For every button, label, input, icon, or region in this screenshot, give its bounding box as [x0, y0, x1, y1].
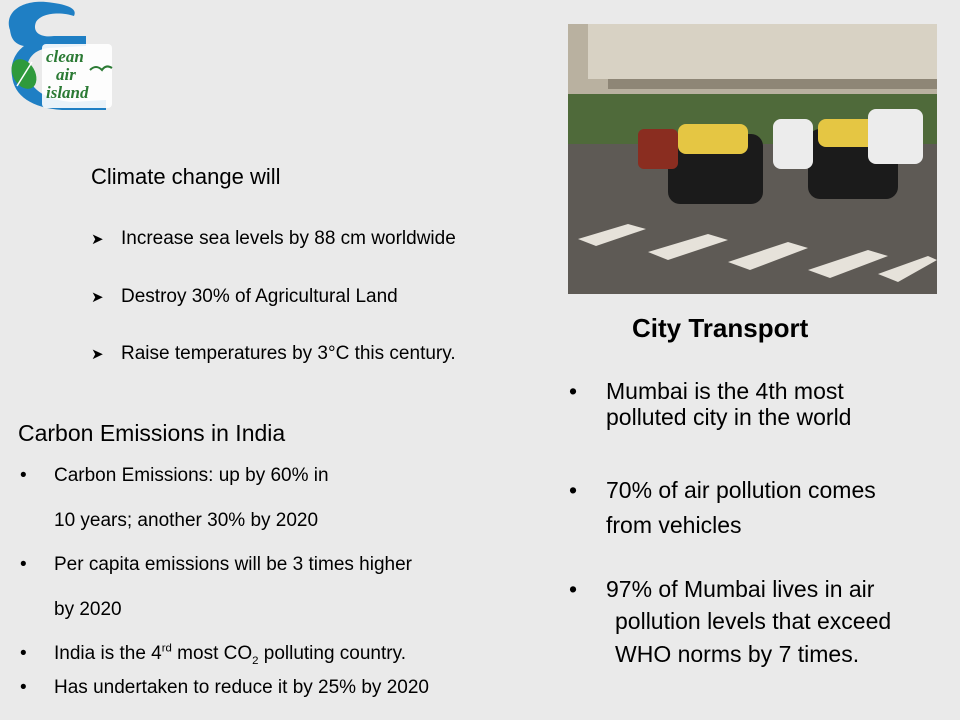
- carbon-item: • Has undertaken to reduce it by 25% by 2…: [20, 677, 429, 699]
- city-item: • 70% of air pollution comes: [569, 477, 876, 504]
- zebra-crossing: [578, 224, 937, 282]
- carbon-item: • Carbon Emissions: up by 60% in: [20, 465, 329, 487]
- climate-item-text: Destroy 30% of Agricultural Land: [121, 286, 398, 307]
- city-item-text: Mumbai is the 4th most: [606, 378, 844, 404]
- climate-item: ➤ Raise temperatures by 3°C this century.: [91, 343, 456, 365]
- clean-air-island-logo: clean air island: [8, 1, 113, 110]
- logo-word-air: air: [56, 65, 76, 84]
- carbon-item-text: India is the 4rd most CO2 polluting coun…: [54, 642, 406, 667]
- city-item: • Mumbai is the 4th most: [569, 378, 844, 405]
- taxi-cars: [638, 109, 923, 204]
- city-item-continuation: polluted city in the world: [606, 404, 852, 430]
- logo-swirl-shape: [8, 1, 106, 110]
- bullet-icon: •: [569, 576, 578, 602]
- carbon-item-continuation: 10 years; another 30% by 2020: [54, 510, 319, 531]
- city-item: • 97% of Mumbai lives in air: [569, 576, 874, 603]
- carbon-item-text: Has undertaken to reduce it by 25% by 20…: [54, 677, 429, 698]
- carbon-item: • Per capita emissions will be 3 times hi…: [20, 554, 412, 576]
- bird-icon: [89, 65, 113, 72]
- bullet-icon: •: [20, 677, 27, 698]
- carbon-item-text: Carbon Emissions: up by 60% in: [54, 465, 329, 486]
- logo-band: [42, 44, 112, 108]
- city-traffic-photo: [568, 24, 937, 294]
- bullet-icon: •: [569, 378, 578, 404]
- arrow-bullet-icon: ➤: [91, 346, 104, 363]
- carbon-item: • India is the 4rd most CO2 polluting cou…: [20, 642, 406, 667]
- bullet-icon: •: [20, 554, 27, 575]
- climate-heading: Climate change will: [91, 164, 281, 189]
- city-transport-title: City Transport: [632, 313, 809, 343]
- carbon-item-text: Per capita emissions will be 3 times hig…: [54, 554, 412, 575]
- logo-word-island: island: [46, 83, 89, 102]
- arrow-bullet-icon: ➤: [91, 231, 104, 248]
- city-item-continuation: WHO norms by 7 times.: [615, 641, 860, 667]
- climate-item: ➤ Increase sea levels by 88 cm worldwide: [91, 228, 456, 250]
- bullet-icon: •: [20, 643, 27, 664]
- city-item-text: 97% of Mumbai lives in air: [606, 576, 875, 602]
- bullet-icon: •: [569, 477, 578, 503]
- climate-item: ➤ Destroy 30% of Agricultural Land: [91, 286, 398, 308]
- city-item-continuation: pollution levels that exceed: [615, 608, 892, 634]
- city-item-continuation: from vehicles: [606, 512, 742, 538]
- bullet-icon: •: [20, 465, 27, 486]
- city-item-text: 70% of air pollution comes: [606, 477, 876, 503]
- climate-item-text: Increase sea levels by 88 cm worldwide: [121, 228, 456, 249]
- carbon-section-title: Carbon Emissions in India: [18, 420, 286, 446]
- carbon-item-continuation: by 2020: [54, 599, 122, 620]
- climate-item-text: Raise temperatures by 3°C this century.: [121, 343, 456, 364]
- logo-word-clean: clean: [46, 47, 84, 66]
- arrow-bullet-icon: ➤: [91, 289, 104, 306]
